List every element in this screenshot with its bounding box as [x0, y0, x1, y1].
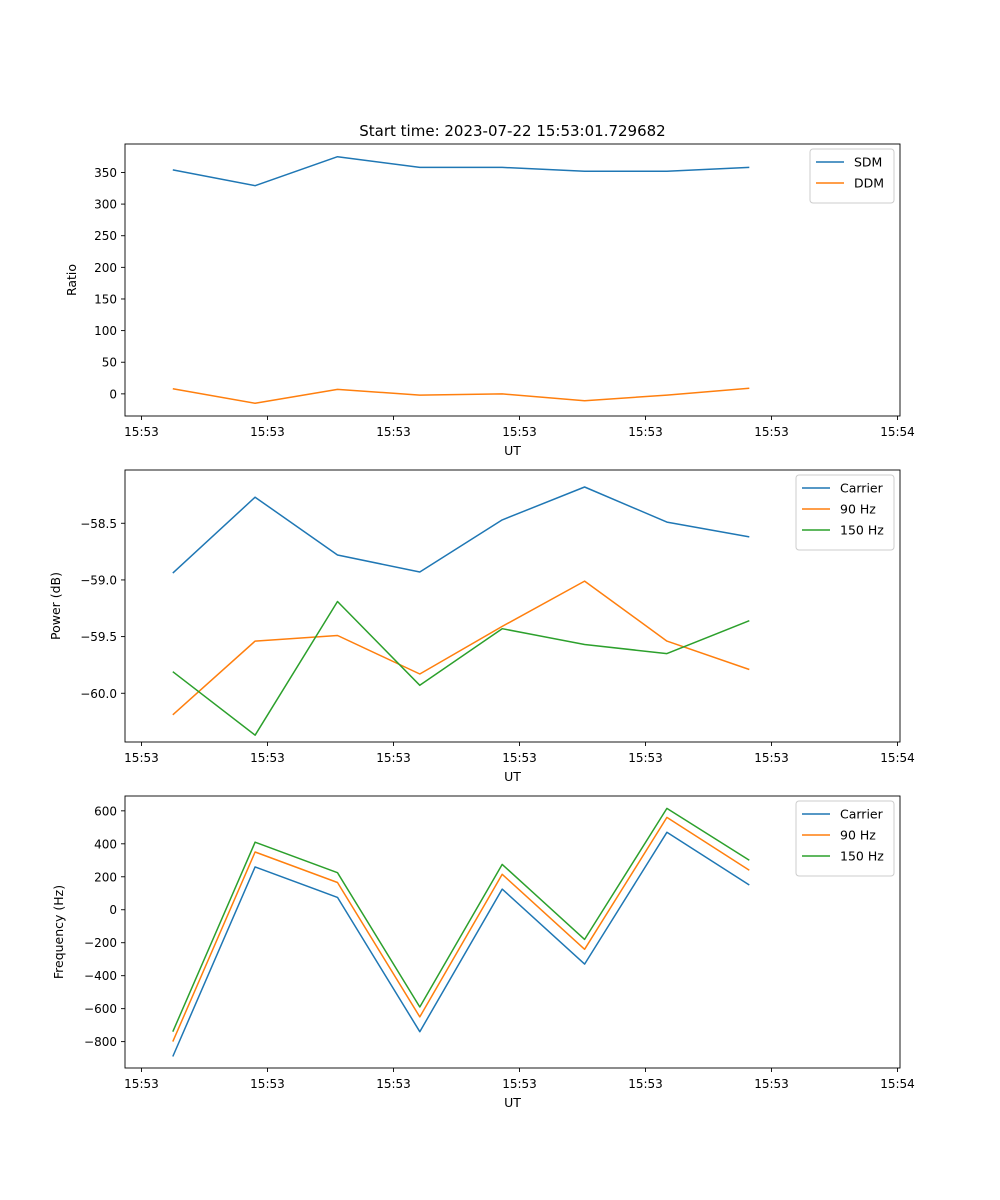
x-tick-label: 15:53: [628, 425, 663, 439]
series-line-carrier: [172, 831, 750, 1057]
x-tick-label: 15:53: [250, 1077, 285, 1091]
series-line-150-hz: [172, 807, 750, 1032]
y-axis-label: Ratio: [64, 264, 79, 296]
y-tick-label: 50: [102, 356, 117, 370]
y-tick-label: 600: [94, 804, 117, 818]
series-line-sdm: [172, 155, 750, 187]
x-axis-label: UT: [504, 1095, 521, 1110]
axes-frame: [124, 469, 901, 743]
x-tick-label: 15:54: [880, 1077, 915, 1091]
series-line-150-hz: [172, 600, 750, 736]
legend-label-150-hz: 150 Hz: [840, 523, 884, 538]
y-tick-label: −600: [84, 1002, 117, 1016]
y-tick-label: 0: [109, 387, 117, 401]
legend: Carrier 90 Hz 150 Hz: [795, 474, 895, 551]
legend-label-carrier: Carrier: [840, 807, 884, 822]
series-line-ddm: [172, 387, 750, 405]
y-tick-label: −60.0: [80, 687, 117, 701]
legend: Carrier 90 Hz 150 Hz: [795, 800, 895, 877]
y-tick-label: −400: [84, 969, 117, 983]
legend-label-carrier: Carrier: [840, 481, 884, 496]
series-line-carrier: [172, 486, 750, 574]
x-tick-label: 15:53: [250, 751, 285, 765]
series-line-90-hz: [172, 580, 750, 716]
x-tick-label: 15:53: [250, 425, 285, 439]
subplot-2: 15:53 15:53 15:53 15:53 15:53 15:53 15:54 −60.0…: [48, 469, 915, 784]
y-tick-label: 200: [94, 261, 117, 275]
y-tick-label: 200: [94, 870, 117, 884]
x-tick-label: 15:53: [754, 1077, 789, 1091]
y-tick-label: 100: [94, 324, 117, 338]
y-axis-label: Frequency (Hz): [51, 885, 66, 979]
y-axis-label: Power (dB): [48, 572, 63, 640]
y-tick-label: 0: [109, 903, 117, 917]
x-tick-label: 15:53: [376, 751, 411, 765]
subplot-1: 15:53 15:53 15:53 15:53 15:53 15:53 15:54 0 50 10…: [64, 143, 915, 458]
x-tick-label: 15:53: [502, 425, 537, 439]
y-tick-label: −800: [84, 1035, 117, 1049]
y-tick-label: −58.5: [80, 517, 117, 531]
legend-label-sdm: SDM: [854, 155, 882, 170]
legend-label-90-hz: 90 Hz: [840, 828, 876, 843]
x-tick-label: 15:53: [628, 1077, 663, 1091]
x-tick-label: 15:53: [754, 751, 789, 765]
x-tick-label: 15:53: [628, 751, 663, 765]
x-axis-label: UT: [504, 443, 521, 458]
x-tick-label: 15:53: [502, 1077, 537, 1091]
figure-title: Start time: 2023-07-22 15:53:01.729682: [359, 122, 665, 140]
x-tick-label: 15:54: [880, 751, 915, 765]
x-axis-label: UT: [504, 769, 521, 784]
legend: SDM DDM: [809, 148, 895, 204]
x-tick-label: 15:53: [376, 1077, 411, 1091]
axes-frame: [124, 795, 901, 1069]
x-tick-label: 15:53: [124, 1077, 159, 1091]
y-tick-label: 350: [94, 166, 117, 180]
x-tick-label: 15:53: [502, 751, 537, 765]
x-tick-label: 15:54: [880, 425, 915, 439]
charts: 15:53 15:53 15:53 15:53 15:53 15:53 15:54 0 50 10…: [48, 143, 915, 1110]
legend-label-90-hz: 90 Hz: [840, 502, 876, 517]
y-tick-label: 400: [94, 837, 117, 851]
y-tick-label: 250: [94, 229, 117, 243]
legend-label-150-hz: 150 Hz: [840, 849, 884, 864]
y-tick-label: 300: [94, 198, 117, 212]
subplot-3: 15:53 15:53 15:53 15:53 15:53 15:53 15:54 −800 −…: [51, 795, 915, 1110]
x-tick-label: 15:53: [124, 751, 159, 765]
legend-label-ddm: DDM: [854, 176, 884, 191]
y-tick-label: −59.0: [80, 573, 117, 587]
y-tick-label: −200: [84, 936, 117, 950]
legend-box: [795, 800, 895, 877]
y-tick-label: −59.5: [80, 630, 117, 644]
series-line-90-hz: [172, 816, 750, 1042]
x-tick-label: 15:53: [376, 425, 411, 439]
y-tick-label: 150: [94, 292, 117, 306]
x-tick-label: 15:53: [754, 425, 789, 439]
legend-box: [795, 474, 895, 551]
axes-frame: [124, 143, 901, 417]
x-tick-label: 15:53: [124, 425, 159, 439]
